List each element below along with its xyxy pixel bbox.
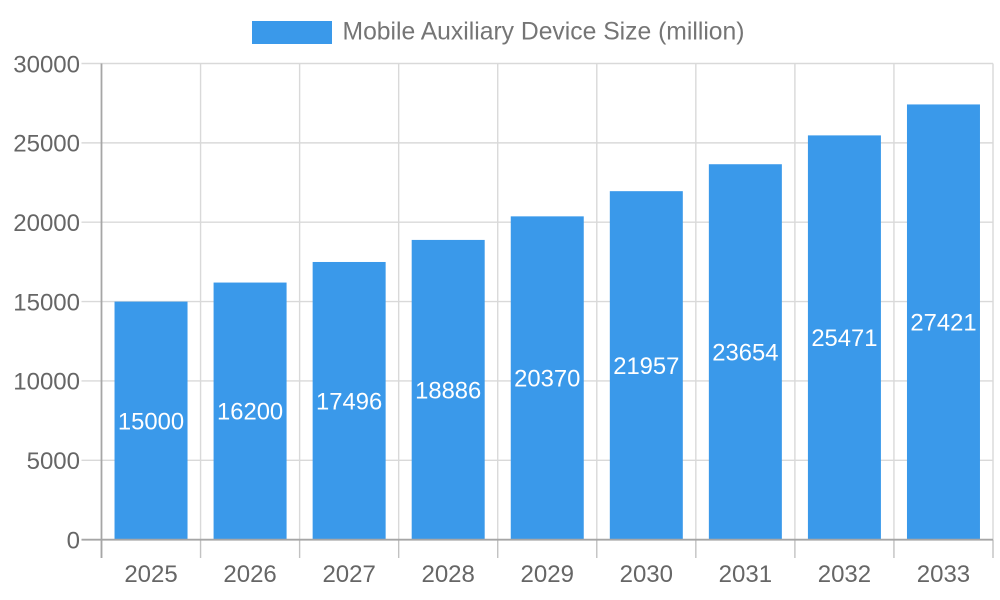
svg-text:20370: 20370 [514,366,580,393]
svg-text:Mobile Auxiliary Device Size (: Mobile Auxiliary Device Size (million) [343,19,745,46]
svg-text:0: 0 [67,527,80,554]
svg-text:25471: 25471 [811,325,877,352]
svg-text:15000: 15000 [118,408,184,435]
svg-text:21957: 21957 [613,353,679,380]
svg-text:23654: 23654 [712,340,778,367]
svg-text:17496: 17496 [316,388,382,415]
svg-text:2027: 2027 [322,561,375,588]
svg-text:30000: 30000 [13,51,80,78]
svg-text:2030: 2030 [620,561,673,588]
svg-text:2032: 2032 [818,561,871,588]
svg-text:10000: 10000 [13,369,80,396]
svg-text:18886: 18886 [415,377,481,404]
svg-text:25000: 25000 [13,131,80,158]
svg-text:2029: 2029 [521,561,574,588]
svg-text:15000: 15000 [13,289,80,316]
svg-text:2031: 2031 [719,561,772,588]
svg-text:2033: 2033 [917,561,970,588]
svg-text:27421: 27421 [910,310,976,337]
svg-text:2028: 2028 [421,561,474,588]
svg-text:5000: 5000 [27,448,80,475]
svg-text:16200: 16200 [217,399,283,426]
svg-text:2025: 2025 [124,561,177,588]
svg-text:20000: 20000 [13,210,80,237]
svg-text:2026: 2026 [223,561,276,588]
